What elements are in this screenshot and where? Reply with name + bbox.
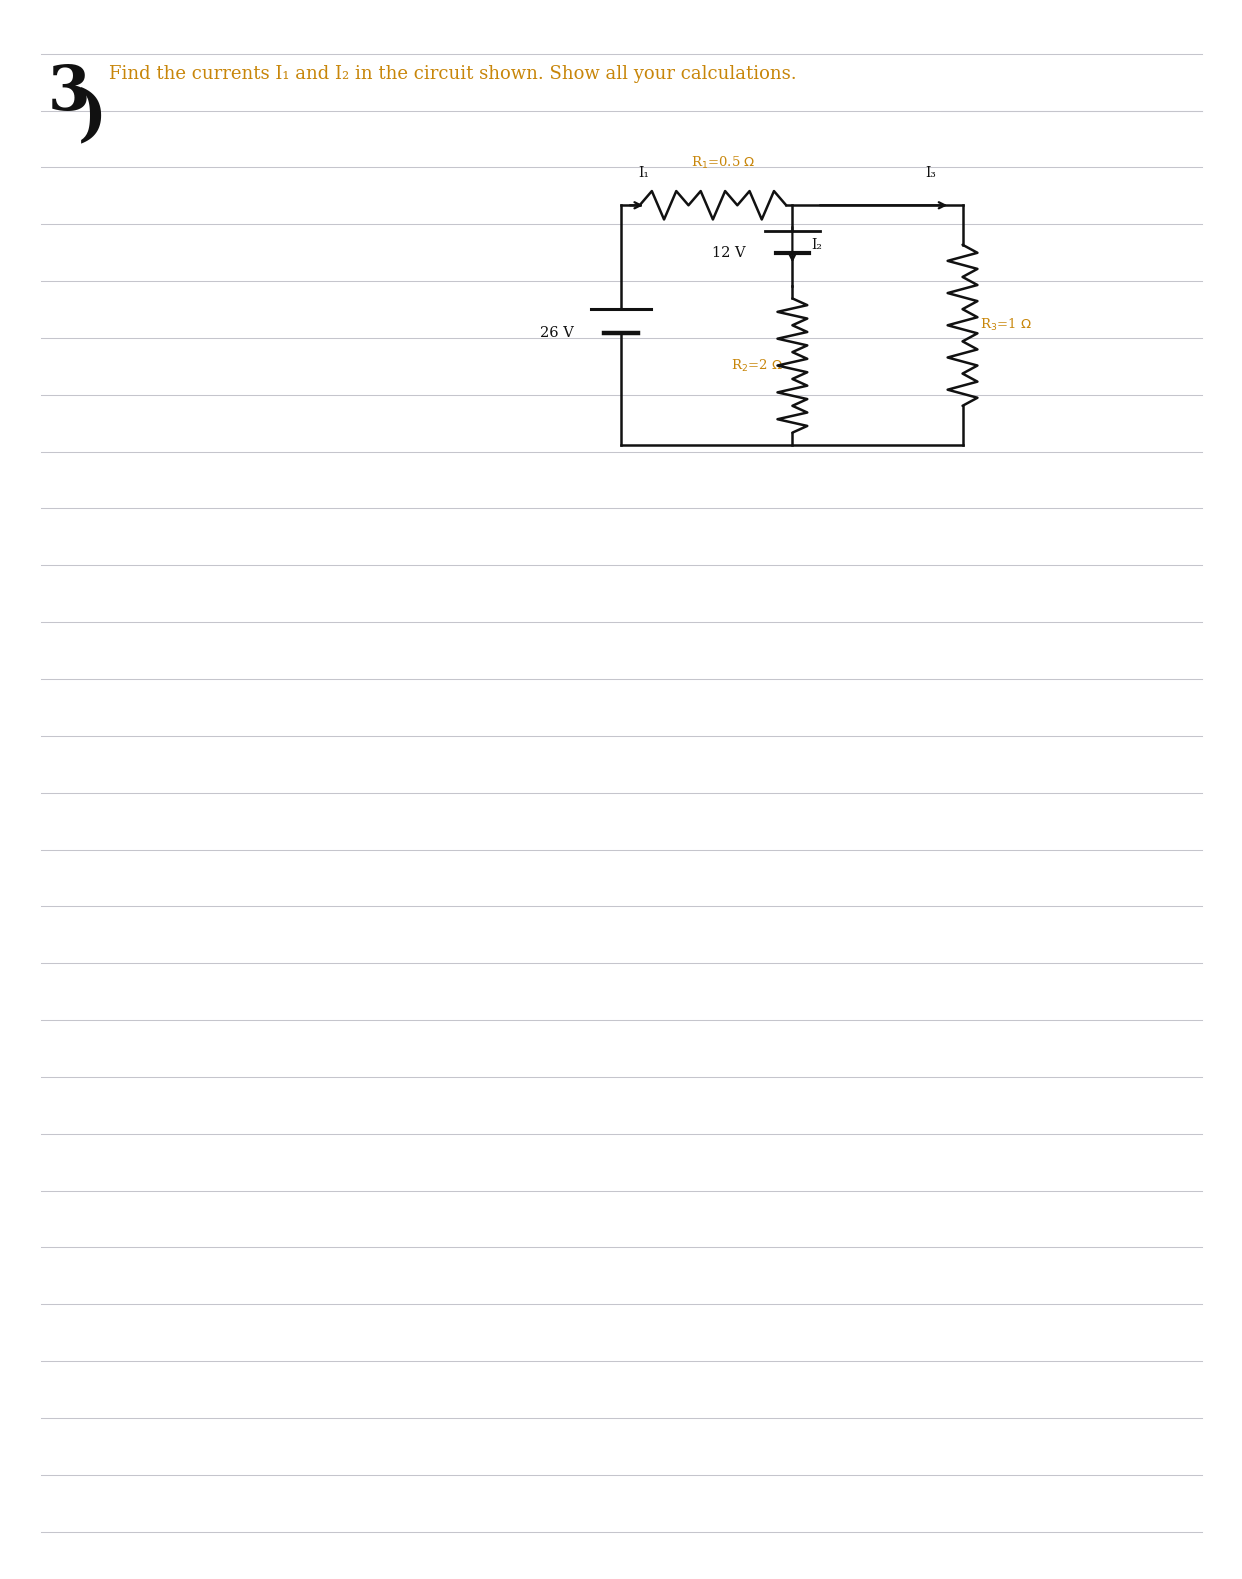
Text: R$_1$=0.5 $\Omega$: R$_1$=0.5 $\Omega$ — [691, 155, 755, 171]
Text: R$_2$=2 $\Omega$: R$_2$=2 $\Omega$ — [730, 357, 782, 374]
Text: I₂: I₂ — [811, 238, 822, 251]
Text: Find the currents I₁ and I₂ in the circuit shown. Show all your calculations.: Find the currents I₁ and I₂ in the circu… — [109, 65, 797, 82]
Text: ): ) — [78, 87, 107, 147]
Text: 12 V: 12 V — [712, 246, 745, 261]
Text: 26 V: 26 V — [540, 327, 574, 339]
Text: I₃: I₃ — [925, 166, 936, 180]
Text: 3: 3 — [47, 63, 89, 123]
Text: R$_3$=1 $\Omega$: R$_3$=1 $\Omega$ — [980, 317, 1032, 333]
Text: I₁: I₁ — [638, 166, 650, 180]
